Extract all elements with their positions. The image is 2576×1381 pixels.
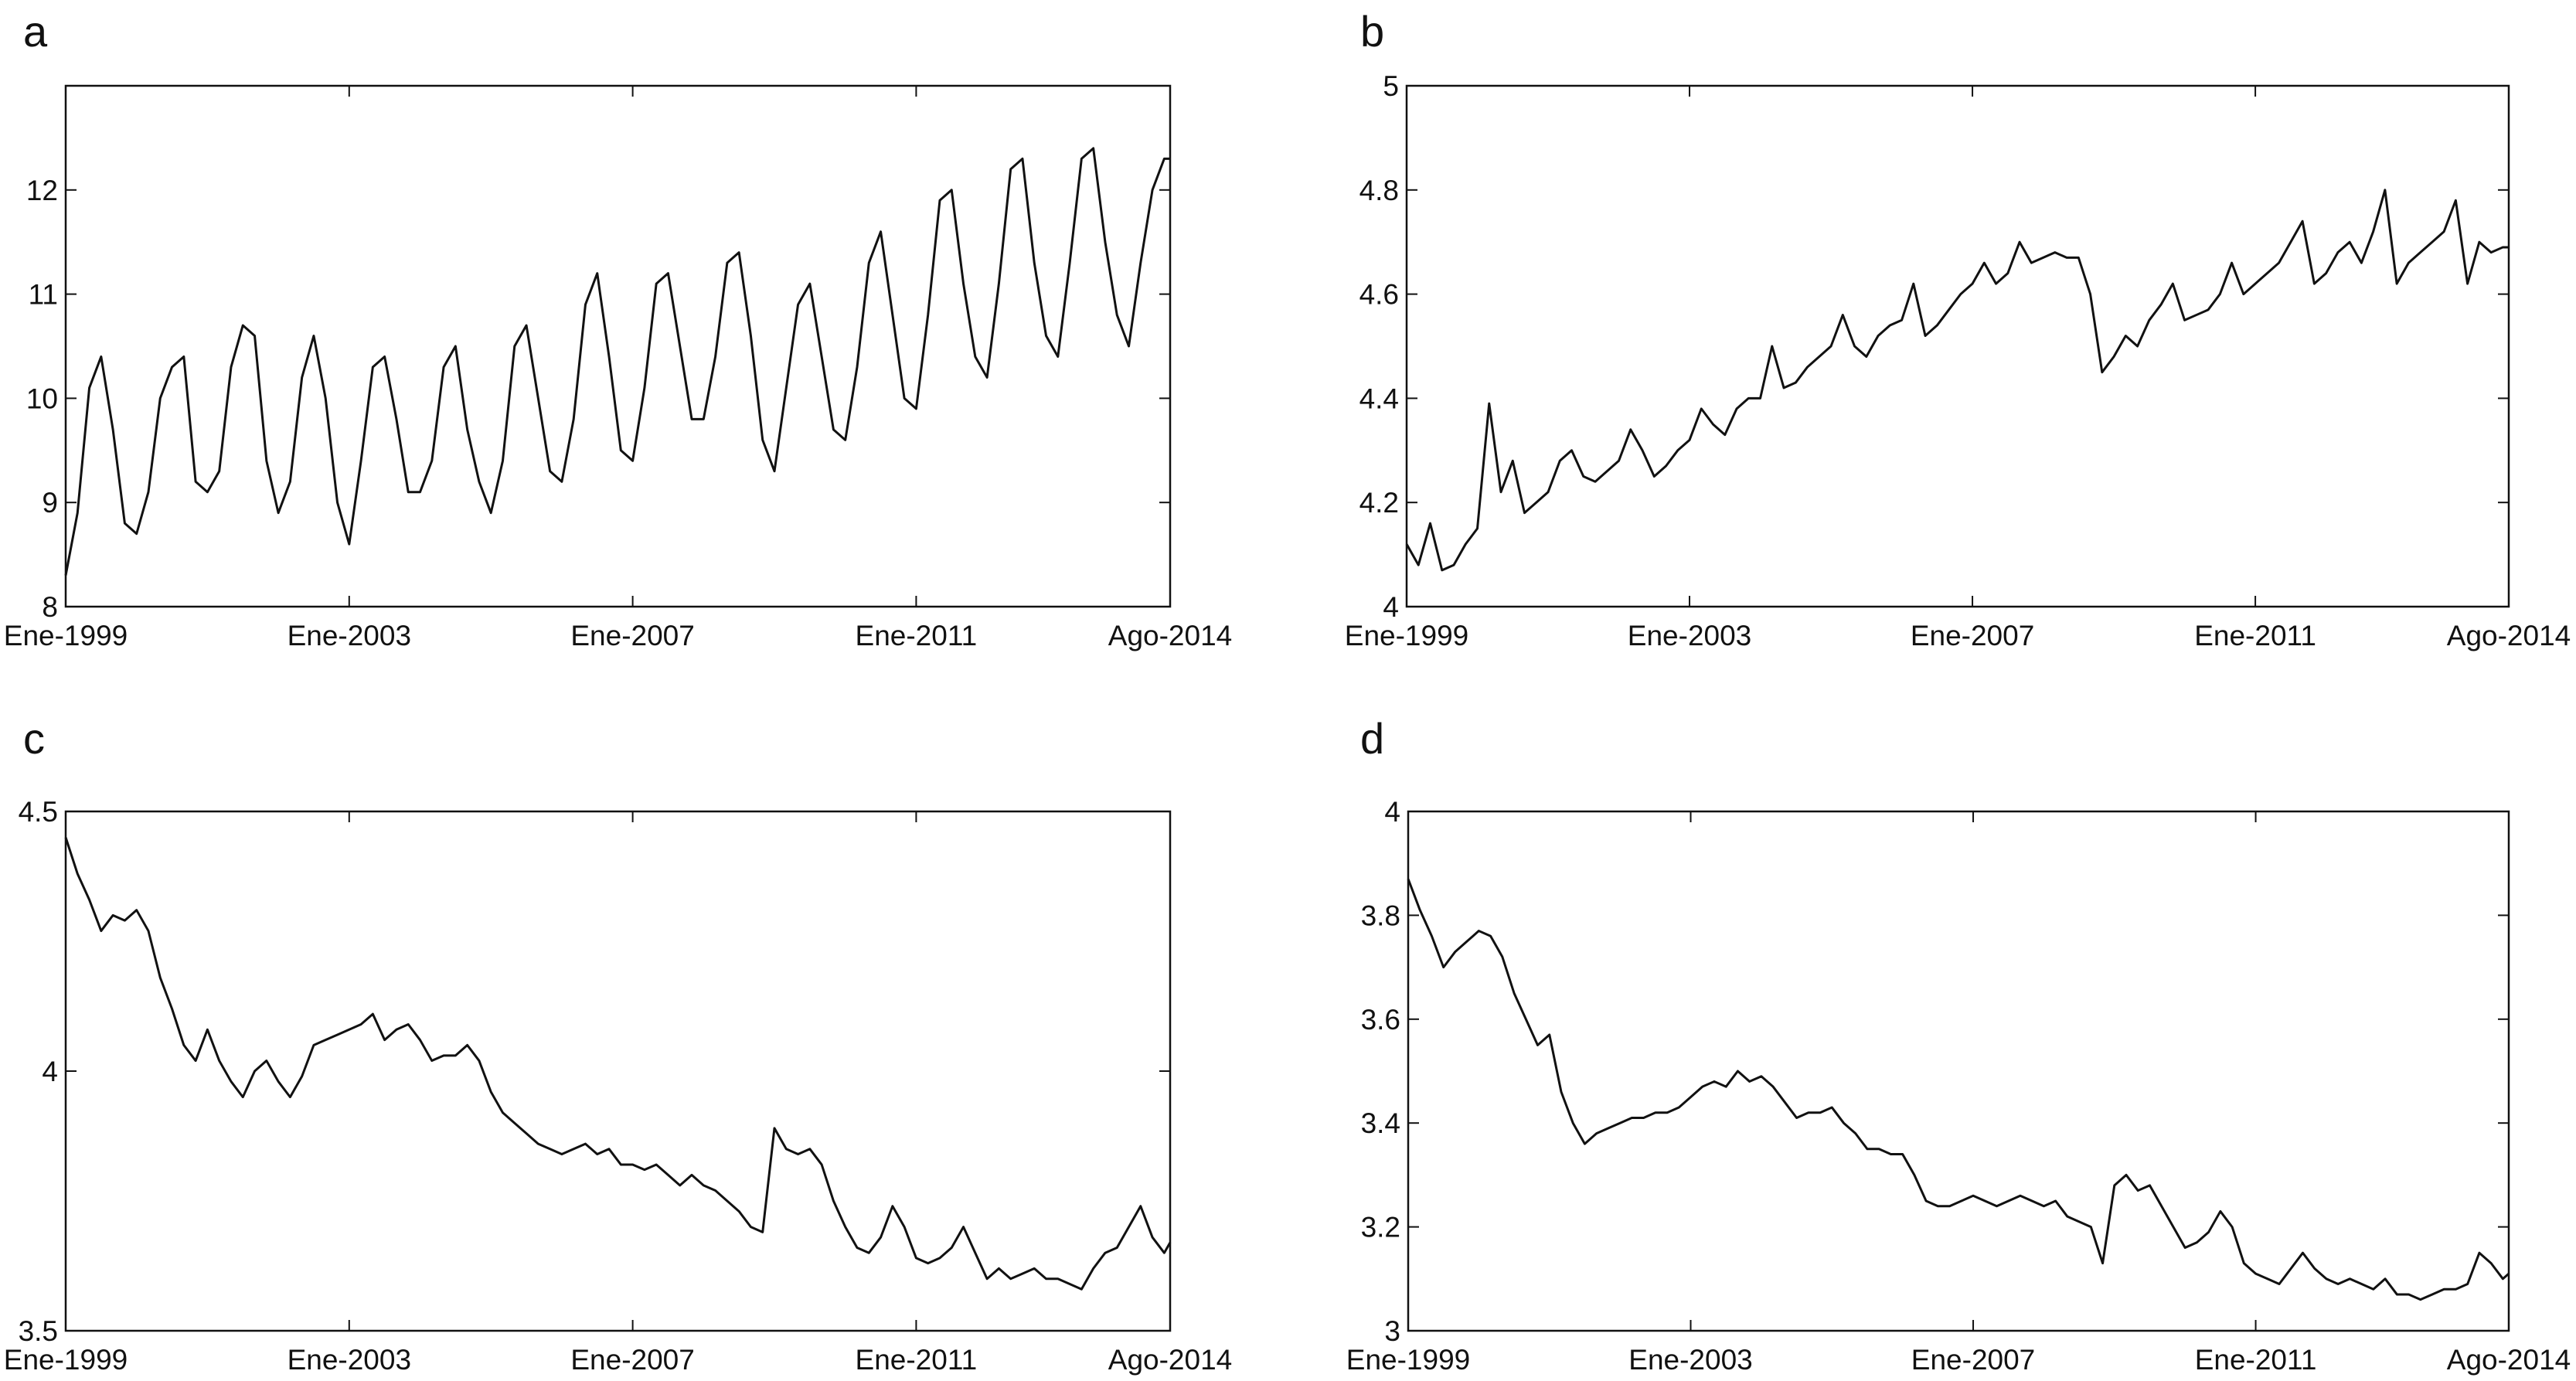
y-tick-label: 4.2 xyxy=(1359,487,1399,519)
x-tick-label: Ago-2014 xyxy=(1108,1344,1232,1376)
axes-box xyxy=(1407,810,2510,1332)
x-tick-label: Ene-1999 xyxy=(1346,1344,1470,1376)
x-tick-label: Ene-2003 xyxy=(1628,1344,1752,1376)
y-tick-label: 3.5 xyxy=(19,1315,58,1347)
x-tick-label: Ene-1999 xyxy=(4,1344,128,1376)
data-line xyxy=(64,147,1170,576)
y-tick-label: 3.2 xyxy=(1361,1212,1400,1243)
y-tick-label: 9 xyxy=(42,487,58,519)
x-tick-label: Ene-2007 xyxy=(570,1344,694,1376)
panel-label: c xyxy=(23,714,45,763)
x-tick-label: Ene-2007 xyxy=(1911,620,2034,651)
x-tick-label: Ene-2003 xyxy=(288,1344,411,1376)
x-tick-label: Ene-2003 xyxy=(288,620,411,651)
panel-label: d xyxy=(1360,714,1384,763)
x-tick-label: Ene-2007 xyxy=(570,620,694,651)
x-tick-label: Ago-2014 xyxy=(2447,620,2571,651)
panel-label: b xyxy=(1360,7,1384,56)
y-tick-label: 4.8 xyxy=(1359,175,1399,206)
x-tick-label: Ene-1999 xyxy=(4,620,128,651)
x-tick-label: Ene-2011 xyxy=(856,620,978,651)
y-tick-label: 4.5 xyxy=(19,796,58,828)
y-tick-label: 4 xyxy=(1383,591,1399,623)
y-tick-label: 3.8 xyxy=(1361,900,1400,931)
x-tick-label: Ene-2011 xyxy=(856,1344,978,1376)
y-tick-label: 11 xyxy=(29,279,58,311)
y-tick-label: 8 xyxy=(42,591,58,623)
x-tick-label: Ene-2011 xyxy=(2194,620,2316,651)
y-tick-label: 3.6 xyxy=(1361,1004,1400,1036)
data-line xyxy=(64,837,1172,1291)
x-tick-label: Ago-2014 xyxy=(1108,620,1232,651)
x-tick-label: Ene-2007 xyxy=(1911,1344,2035,1376)
y-tick-label: 4.6 xyxy=(1359,279,1399,311)
data-line xyxy=(1405,189,2509,572)
y-tick-label: 3.4 xyxy=(1361,1107,1400,1139)
x-tick-label: Ene-2011 xyxy=(2195,1344,2317,1376)
axes-box xyxy=(64,84,1172,608)
data-line xyxy=(1407,878,2510,1301)
y-tick-label: 4 xyxy=(1384,796,1400,828)
x-tick-label: Ene-1999 xyxy=(1345,620,1468,651)
panel-label: a xyxy=(23,7,48,56)
axes-box xyxy=(1405,84,2510,608)
y-tick-label: 3 xyxy=(1384,1315,1400,1347)
x-tick-label: Ene-2003 xyxy=(1628,620,1751,651)
y-tick-label: 12 xyxy=(26,175,58,206)
y-tick-label: 4.4 xyxy=(1359,383,1399,414)
x-tick-label: Ago-2014 xyxy=(2447,1344,2571,1376)
y-tick-label: 10 xyxy=(26,383,58,414)
y-tick-label: 4 xyxy=(42,1056,58,1087)
axes-box xyxy=(64,810,1172,1332)
y-tick-label: 5 xyxy=(1383,70,1399,102)
